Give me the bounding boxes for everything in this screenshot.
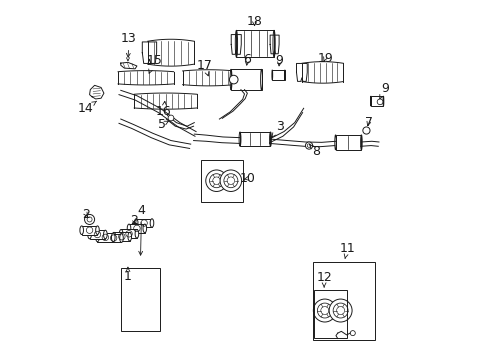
Bar (201, 160, 242, 202)
Ellipse shape (120, 234, 123, 242)
Bar (81, 226, 97, 234)
Text: 2: 2 (82, 208, 90, 221)
Text: 15: 15 (146, 54, 162, 73)
Circle shape (349, 330, 355, 336)
Bar (129, 224, 144, 233)
Text: 5: 5 (158, 118, 168, 131)
Bar (312, 262, 375, 339)
Bar (335, 135, 361, 150)
Ellipse shape (134, 219, 138, 227)
Bar (236, 30, 274, 57)
Text: 4: 4 (137, 204, 145, 255)
Text: 1: 1 (124, 267, 132, 283)
Text: 19: 19 (317, 51, 332, 64)
Ellipse shape (135, 229, 139, 238)
Bar (121, 268, 160, 330)
Circle shape (313, 299, 336, 322)
Ellipse shape (150, 219, 153, 227)
Text: 6: 6 (243, 53, 251, 66)
Bar (240, 132, 270, 146)
Ellipse shape (103, 230, 107, 239)
Circle shape (376, 99, 382, 105)
Text: 10: 10 (239, 172, 255, 185)
Bar (272, 70, 285, 80)
Bar (230, 69, 261, 90)
Ellipse shape (80, 226, 83, 234)
Text: 16: 16 (156, 101, 171, 118)
Text: 11: 11 (339, 242, 355, 258)
Ellipse shape (96, 226, 99, 234)
Circle shape (229, 75, 238, 84)
Circle shape (305, 142, 312, 149)
Text: 9: 9 (275, 54, 283, 67)
Ellipse shape (119, 229, 122, 238)
Ellipse shape (96, 233, 99, 242)
Bar (314, 291, 346, 338)
Ellipse shape (111, 233, 115, 242)
Ellipse shape (112, 232, 116, 241)
Bar (136, 219, 152, 227)
Bar (97, 233, 113, 242)
Text: 8: 8 (309, 144, 320, 158)
Circle shape (328, 299, 351, 322)
Bar (114, 232, 129, 241)
Bar (121, 229, 137, 238)
Circle shape (84, 215, 94, 225)
Circle shape (205, 170, 227, 192)
Text: 18: 18 (246, 15, 262, 28)
Text: 17: 17 (196, 59, 212, 76)
Text: 13: 13 (121, 32, 137, 57)
Bar (89, 230, 105, 239)
Ellipse shape (127, 224, 131, 233)
Bar (370, 96, 383, 106)
Text: 9: 9 (379, 82, 388, 99)
Ellipse shape (128, 232, 131, 241)
Ellipse shape (104, 234, 107, 242)
Ellipse shape (88, 230, 91, 239)
Circle shape (168, 115, 174, 121)
Circle shape (362, 127, 369, 134)
Bar (105, 234, 121, 242)
Text: 3: 3 (271, 120, 284, 137)
Ellipse shape (142, 224, 146, 233)
Text: 14: 14 (78, 101, 97, 115)
Text: 12: 12 (316, 271, 331, 287)
Circle shape (220, 170, 241, 192)
Text: 2: 2 (130, 214, 138, 227)
Text: 7: 7 (364, 116, 372, 129)
